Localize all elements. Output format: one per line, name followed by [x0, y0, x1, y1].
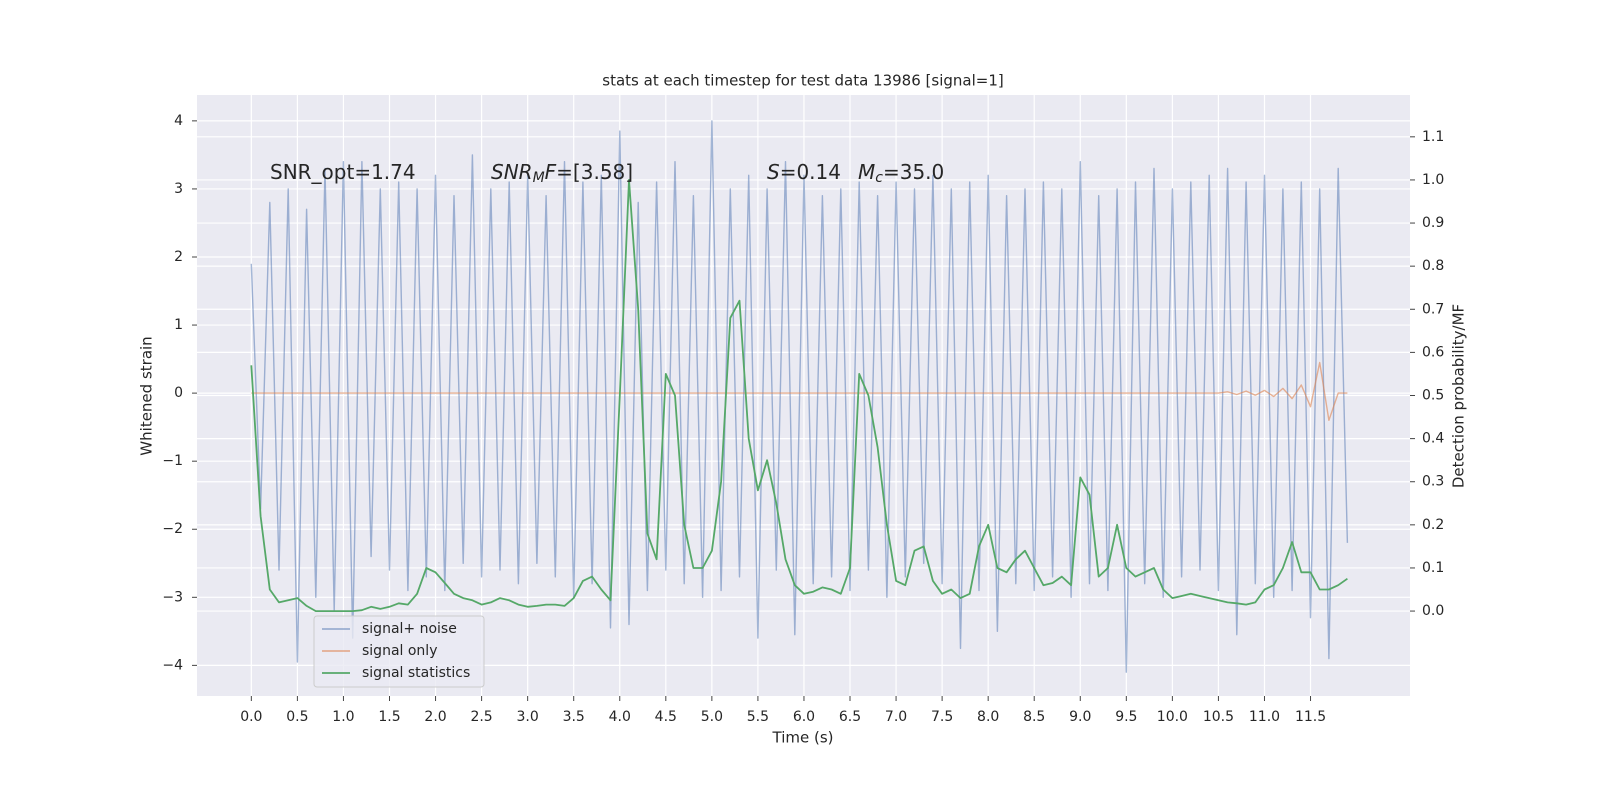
x-tick-label: 10.5 — [1203, 709, 1234, 725]
legend: signal+ noise signal only signal statistic… — [313, 615, 485, 688]
annotation-part: =[3.58] — [556, 160, 633, 184]
annotation-part: F — [545, 160, 557, 184]
annotation: S=0.14 — [767, 160, 841, 184]
marks — [250, 120, 1349, 673]
y2-tick-label: 0.4 — [1422, 431, 1444, 447]
x-tick-label: 5.5 — [747, 709, 769, 725]
annotation-part: S — [767, 160, 780, 184]
x-tick-label: 11.0 — [1249, 709, 1280, 725]
legend-label: signal only — [362, 643, 437, 659]
x-tick-label: 4.5 — [655, 709, 677, 725]
axes: 0.0 0.5 1.0 1.5 2.0 2.5 3.0 3.5 4.0 4.5 5.0 5.5 6.0 6… — [162, 113, 1444, 725]
x-tick-label: 3.0 — [517, 709, 539, 725]
x-tick-label: 6.5 — [839, 709, 861, 725]
y2-tick-label: 0.9 — [1422, 215, 1444, 231]
x-tick-label: 0.0 — [240, 709, 262, 725]
x-tick-label: 6.0 — [793, 709, 815, 725]
y2-tick-label: 0.0 — [1422, 603, 1444, 619]
y-tick-label: −3 — [162, 589, 183, 605]
y2-tick-label: 1.1 — [1422, 129, 1444, 145]
x-tick-label: 5.0 — [701, 709, 723, 725]
y-axis-label: Whitened strain — [138, 336, 156, 455]
legend-box — [313, 615, 485, 688]
annotation-part: =35.0 — [883, 160, 944, 184]
series-line — [251, 361, 1348, 421]
y2-axis-label: Detection probability/MF — [1450, 304, 1468, 488]
x-tick-label: 0.5 — [286, 709, 308, 725]
series-line — [250, 179, 1348, 612]
x-tick-label: 2.0 — [424, 709, 446, 725]
x-tick-label: 9.0 — [1069, 709, 1091, 725]
annotation-part: M — [533, 170, 545, 186]
y-tick-label: −1 — [162, 453, 183, 469]
y2-tick-label: 0.3 — [1422, 474, 1444, 490]
x-tick-label: 8.0 — [977, 709, 999, 725]
series-line — [250, 120, 1349, 673]
annotation-part: =0.14 — [780, 160, 841, 184]
x-tick-label: 7.0 — [885, 709, 907, 725]
y2-tick-label: 1.0 — [1422, 172, 1444, 188]
x-tick-label: 11.5 — [1295, 709, 1326, 725]
y-tick-label: 2 — [174, 249, 183, 265]
y2-tick-label: 0.5 — [1422, 388, 1444, 404]
x-axis-label: Time (s) — [772, 729, 834, 747]
y-tick-label: −2 — [162, 521, 183, 537]
annotation: Mc=35.0 — [858, 160, 944, 187]
legend-label: signal+ noise — [362, 621, 457, 637]
y2-tick-label: 0.7 — [1422, 301, 1444, 317]
chart-title: stats at each timestep for test data 139… — [602, 72, 1003, 90]
x-tick-label: 9.5 — [1115, 709, 1137, 725]
x-tick-label: 7.5 — [931, 709, 953, 725]
x-tick-label: 1.5 — [378, 709, 400, 725]
y-tick-label: 0 — [174, 385, 183, 401]
legend-label: signal statistics — [362, 665, 470, 681]
y-tick-label: −4 — [162, 657, 183, 673]
annotation: SNR_opt=1.74 — [270, 160, 416, 184]
y-tick-label: 3 — [174, 181, 183, 197]
annotation-part: SNR_opt=1.74 — [270, 160, 416, 184]
y2-tick-label: 0.2 — [1422, 517, 1444, 533]
annotation-part: c — [875, 170, 883, 186]
x-tick-label: 8.5 — [1023, 709, 1045, 725]
x-tick-label: 4.0 — [609, 709, 631, 725]
y2-tick-label: 0.8 — [1422, 258, 1444, 274]
y2-tick-label: 0.6 — [1422, 344, 1444, 360]
x-tick-label: 3.5 — [563, 709, 585, 725]
x-tick-label: 2.5 — [470, 709, 492, 725]
annotation-part: SNR — [491, 160, 533, 184]
y-tick-label: 1 — [174, 317, 183, 333]
annotation: SNRMF=[3.58] — [491, 160, 633, 187]
x-tick-label: 10.0 — [1157, 709, 1188, 725]
y-tick-label: 4 — [174, 113, 183, 129]
y2-tick-label: 0.1 — [1422, 560, 1444, 576]
annotation-part: M — [858, 160, 875, 184]
x-tick-label: 1.0 — [332, 709, 354, 725]
